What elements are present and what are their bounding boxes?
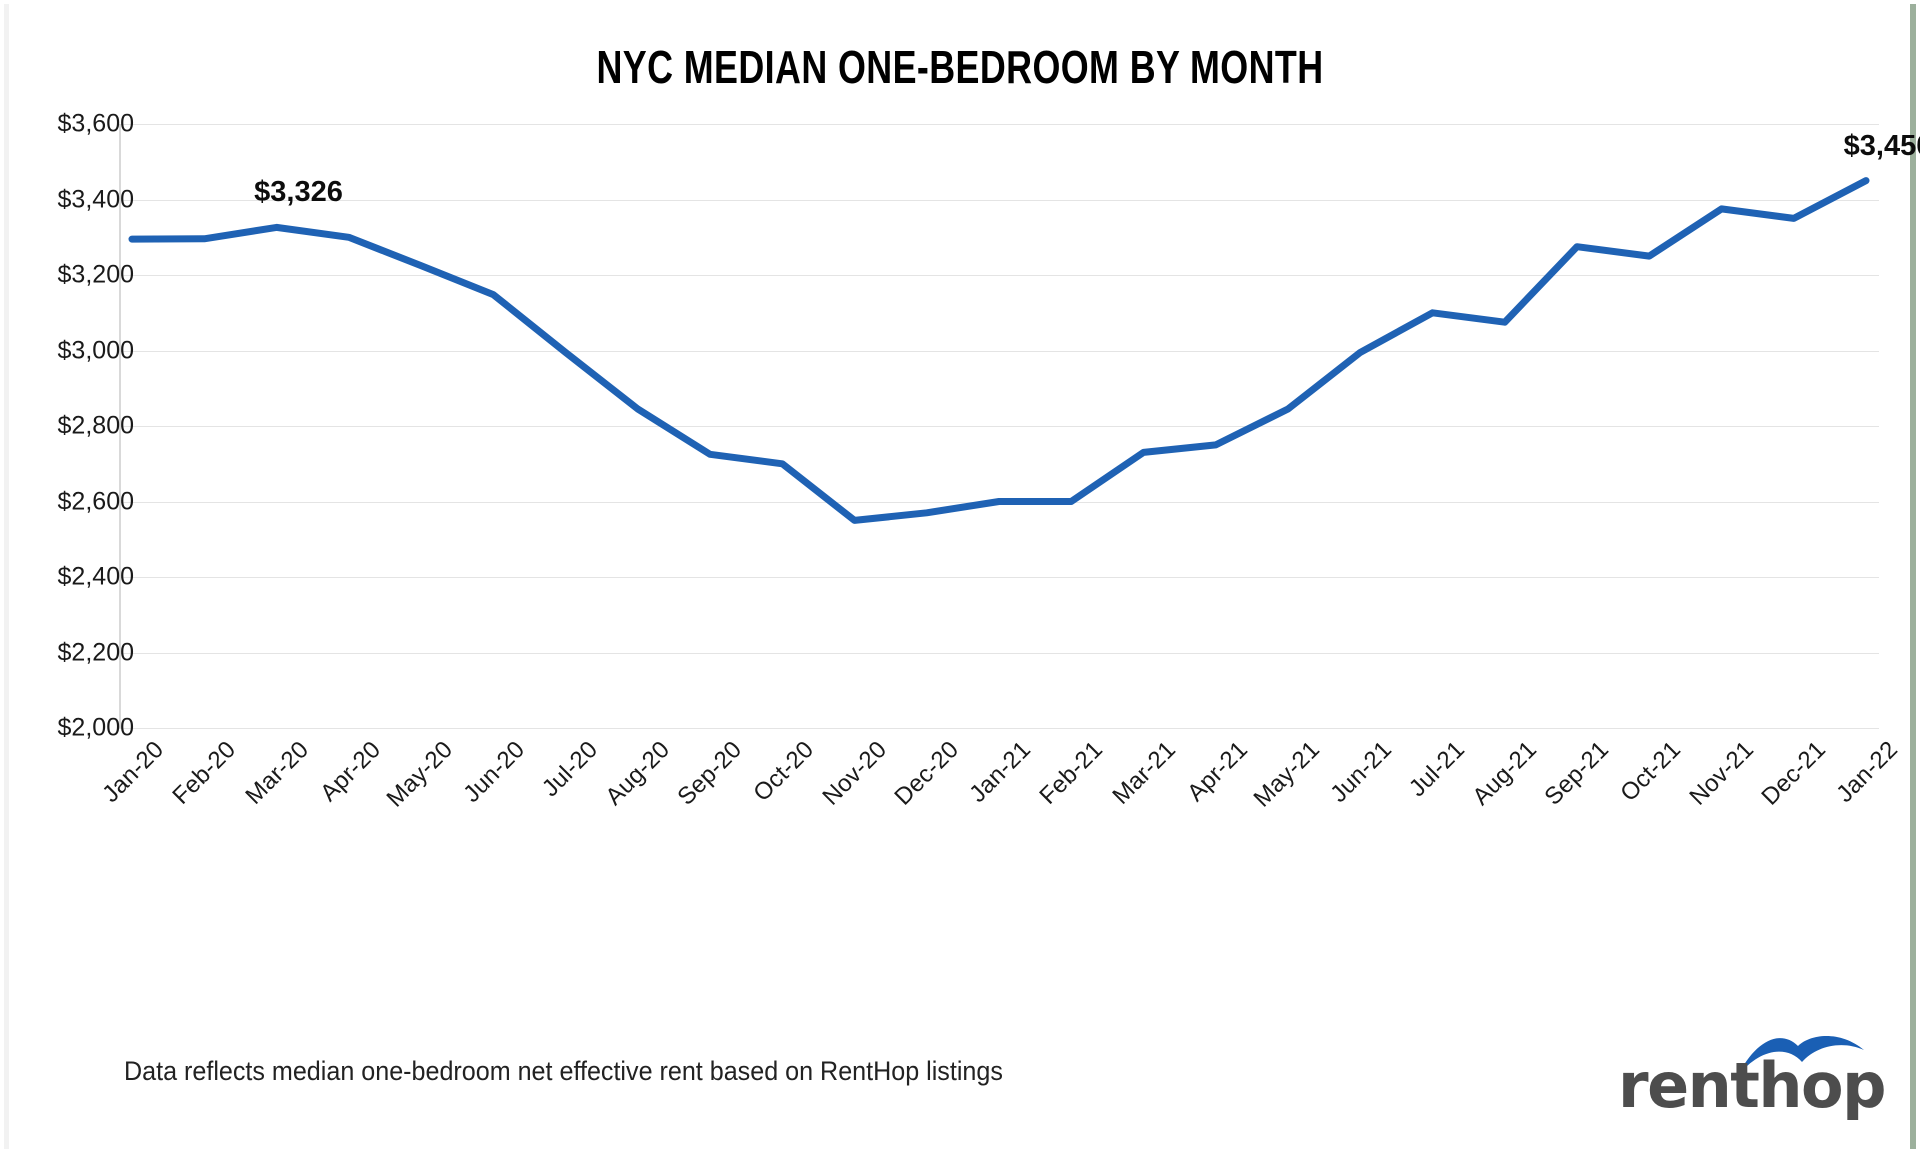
x-axis-tick-label: Feb-21 [1034, 736, 1109, 810]
y-axis-tick-label: $2,000 [57, 713, 134, 742]
x-axis-tick-label: Mar-20 [239, 736, 314, 810]
y-axis-tick-label: $3,200 [57, 260, 134, 289]
plot-area [119, 124, 1879, 729]
x-axis-tick-label: Aug-20 [600, 736, 675, 811]
x-axis-tick-label: Jun-21 [1325, 736, 1398, 808]
gridline [119, 728, 1879, 729]
page-edge-left [4, 4, 9, 1149]
y-axis-tick-label: $3,600 [57, 109, 134, 138]
x-axis-tick-label: Jan-21 [964, 736, 1037, 808]
x-axis-tick-label: Nov-20 [816, 736, 892, 811]
x-axis-tick-label: Apr-21 [1181, 736, 1253, 807]
gridline [119, 124, 1879, 125]
renthop-logo: renthop [1618, 1028, 1887, 1124]
y-axis-tick-label: $2,800 [57, 411, 134, 440]
x-axis-tick-label: Apr-20 [314, 736, 386, 807]
gridline [119, 275, 1879, 276]
data-point-label: $3,326 [254, 176, 343, 209]
data-series-line [128, 177, 1870, 524]
logo-wordmark: renthop [1618, 1049, 1887, 1122]
gridline [119, 199, 1879, 201]
x-axis-tick-label: Jul-21 [1403, 736, 1470, 803]
gridline [119, 426, 1879, 427]
gridline [119, 577, 1879, 578]
gridline [119, 652, 1879, 654]
x-axis-tick-label: Sep-21 [1539, 736, 1615, 811]
y-axis-line [119, 124, 121, 728]
y-axis-tick-label: $2,600 [57, 487, 134, 515]
x-axis-tick-label: Jul-20 [536, 736, 603, 803]
x-axis-tick-label: Oct-20 [748, 736, 820, 807]
data-point-label: $3,450 [1843, 129, 1920, 162]
chart-title: NYC MEDIAN ONE-BEDROOM BY MONTH [596, 41, 1324, 93]
x-axis-labels: Jan-20 Feb-20 Mar-20 Apr-20 May-20 Jun-20 Jul-… [97, 730, 1903, 900]
footnote-text: Data reflects median one-bedroom net eff… [124, 1056, 1003, 1086]
x-axis-tick-label: Jun-20 [458, 736, 531, 808]
x-axis-tick-label: Dec-20 [889, 736, 964, 811]
x-axis-tick-label: Nov-21 [1683, 736, 1759, 811]
y-axis-tick-label: $2,400 [57, 562, 134, 591]
x-axis-tick-label: Jan-22 [1831, 736, 1904, 808]
gridline [119, 350, 1879, 352]
x-axis-tick-label: Sep-20 [672, 736, 748, 811]
hop-swoosh-icon [1738, 1036, 1864, 1076]
x-axis-tick-label: Jan-20 [97, 736, 170, 808]
x-axis-tick-label: May-21 [1248, 736, 1326, 813]
x-axis-tick-label: May-20 [381, 736, 459, 813]
y-axis-tick-label: $3,400 [57, 185, 134, 213]
page-edge-right [1910, 4, 1916, 1149]
x-axis-tick-label: Mar-21 [1106, 736, 1181, 810]
x-axis-tick-label: Feb-20 [167, 736, 242, 810]
x-axis-tick-label: Dec-21 [1756, 736, 1831, 811]
x-axis-tick-label: Oct-21 [1615, 736, 1687, 807]
x-axis-tick-label: Aug-21 [1467, 736, 1542, 811]
y-axis-tick-label: $3,000 [57, 336, 134, 364]
y-axis-tick-label: $2,200 [57, 638, 134, 666]
